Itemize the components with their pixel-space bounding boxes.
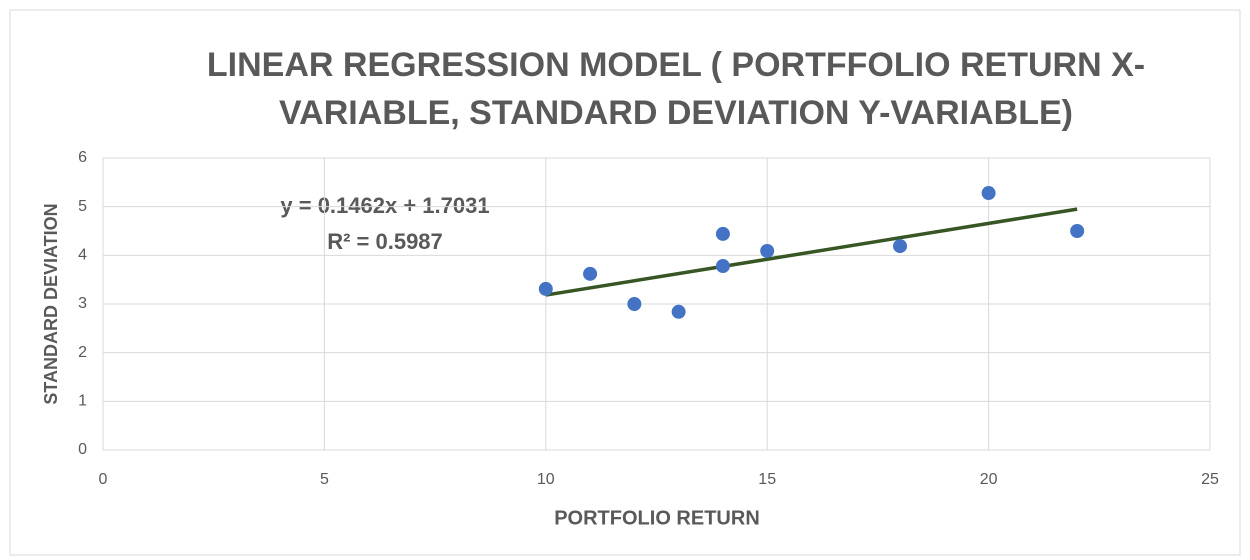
x-tick-label: 0 [99, 471, 108, 488]
x-tick-label: 15 [758, 471, 776, 488]
scatter-point [715, 226, 730, 241]
scatter-point [627, 297, 642, 311]
y-tick-label: 4 [78, 247, 87, 264]
x-tick-label: 5 [320, 471, 329, 488]
scatter-point [1070, 224, 1085, 238]
scatter-point [583, 266, 598, 281]
y-tick-label: 0 [78, 441, 87, 458]
x-tick-label: 25 [1201, 471, 1219, 488]
scatter-point [715, 259, 730, 274]
trendline-equation: y = 0.1462x + 1.7031 [280, 193, 489, 218]
y-tick-label: 5 [78, 198, 87, 215]
y-tick-label: 3 [78, 295, 87, 312]
y-tick-label: 2 [78, 344, 87, 361]
trendline [545, 207, 1078, 297]
x-tick-label: 20 [980, 471, 998, 488]
x-axis-label: PORTFOLIO RETURN [554, 507, 760, 529]
chart-title: VARIABLE, STANDARD DEVIATION Y-VARIABLE) [279, 94, 1073, 132]
trendline-r-squared: R² = 0.5987 [327, 229, 443, 254]
scatter-point [893, 239, 908, 254]
x-tick-label: 10 [537, 471, 555, 488]
scatter-point [538, 281, 553, 296]
chart-title: LINEAR REGRESSION MODEL ( PORTFFOLIO RET… [207, 46, 1145, 84]
y-tick-label: 1 [78, 393, 87, 410]
scatter-point [760, 243, 775, 258]
scatter-point [671, 304, 686, 319]
y-axis-label: STANDARD DEVIATION [41, 203, 61, 404]
y-tick-label: 6 [78, 149, 87, 166]
scatter-point [981, 186, 996, 201]
